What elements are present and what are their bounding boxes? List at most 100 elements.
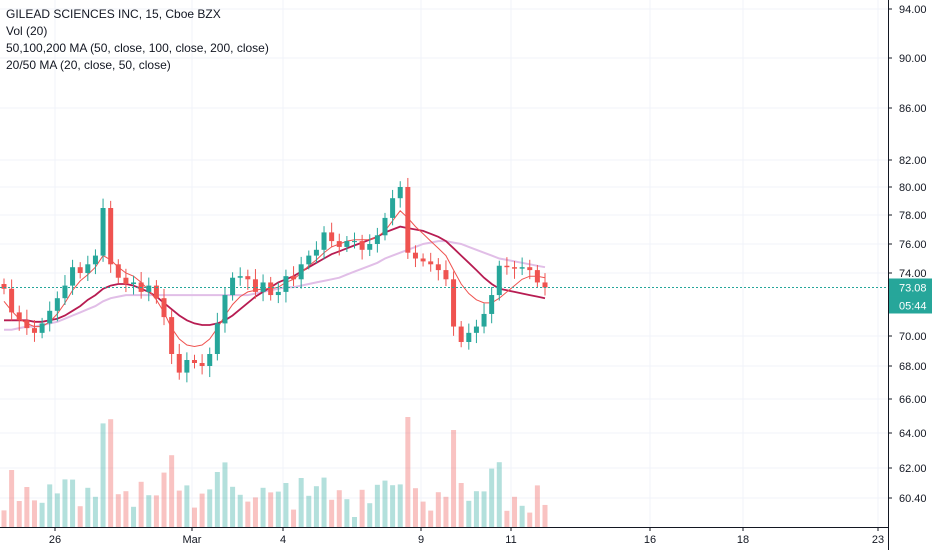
volume-bar: [443, 496, 449, 527]
volume-bar: [138, 481, 144, 527]
candle-body: [115, 264, 121, 278]
candle-body: [54, 298, 60, 311]
candle-body: [352, 241, 358, 243]
x-tick-label: 9: [418, 534, 424, 546]
candle-body: [321, 232, 327, 250]
countdown-label: 05:44: [899, 300, 927, 312]
countdown-badge: [889, 296, 932, 314]
x-tick-label: 23: [872, 534, 884, 546]
candle-body: [47, 310, 53, 324]
x-tick-label: 16: [644, 534, 656, 546]
volume-bar: [519, 505, 525, 527]
volume-bar: [329, 499, 335, 527]
volume-bar: [435, 492, 441, 527]
x-tick-label: 18: [737, 534, 749, 546]
candle-body: [359, 241, 365, 250]
volume-bar: [108, 419, 114, 527]
candle-body: [70, 267, 76, 286]
candle-body: [100, 208, 106, 256]
candle-body: [275, 291, 281, 296]
candle-body: [176, 354, 182, 373]
candle-body: [245, 276, 251, 280]
candle-body: [291, 276, 297, 280]
volume-bar: [291, 509, 297, 527]
volume-bar: [146, 495, 152, 527]
volume-bar: [245, 501, 251, 527]
candle-body: [16, 312, 22, 321]
y-tick-label: 64.00: [899, 428, 927, 440]
candle-body: [62, 285, 68, 299]
volume-bar: [420, 501, 426, 527]
candle-body: [481, 313, 487, 327]
volume-bar: [169, 455, 175, 527]
volume-bar: [268, 492, 274, 527]
candle-body: [268, 282, 274, 296]
candle-body: [405, 187, 411, 253]
candle-body: [92, 255, 98, 265]
volume-bar: [275, 491, 281, 527]
volume-bar: [306, 495, 312, 527]
volume-bar: [451, 430, 457, 527]
volume-bar: [191, 507, 197, 527]
volume-bar: [374, 484, 380, 527]
volume-bar: [458, 483, 464, 527]
candle-body: [283, 276, 289, 292]
candle-body: [313, 249, 319, 256]
candle-body: [496, 265, 502, 296]
volume-bar: [100, 423, 106, 527]
volume-bar: [230, 486, 236, 527]
volume-bar: [115, 494, 121, 527]
volume-bar: [54, 493, 60, 527]
candle-body: [230, 277, 236, 296]
ma-line-ma-20: [3, 210, 546, 348]
volume-bar: [207, 489, 213, 527]
candle-body: [24, 320, 30, 329]
candle-body: [9, 288, 15, 313]
candle-body: [534, 270, 540, 283]
candle-body: [519, 267, 525, 269]
volume-bar: [405, 417, 411, 527]
candle-body: [306, 255, 312, 265]
candle-body: [77, 267, 83, 273]
candle-body: [397, 187, 403, 199]
candle-body: [131, 282, 137, 285]
candle-body: [382, 217, 388, 236]
y-tick-label: 90.00: [899, 53, 927, 65]
candle-body: [412, 252, 418, 259]
volume-bar: [222, 462, 228, 527]
candle-body: [184, 360, 190, 373]
indicator-ma-20-50: 20/50 MA (20, close, 50, close): [6, 58, 171, 72]
volume-bar: [344, 499, 350, 527]
volume-bar: [184, 485, 190, 527]
volume-bar: [428, 510, 434, 527]
y-tick-label: 94.00: [899, 4, 927, 16]
candle-body: [153, 285, 159, 299]
y-tick-label: 78.00: [899, 210, 927, 222]
candle-body: [336, 241, 342, 247]
volume-bar: [47, 484, 53, 527]
candle-body: [374, 235, 380, 244]
x-tick-label: Mar: [183, 534, 202, 546]
volume-bar: [214, 472, 220, 527]
candle-body: [504, 265, 510, 268]
candle-body: [214, 323, 220, 354]
volume-bar: [313, 486, 319, 527]
volume-bar: [481, 491, 487, 527]
volume-bar: [161, 472, 167, 527]
candle-body: [298, 264, 304, 280]
volume-bar: [153, 495, 159, 527]
volume-bar: [534, 485, 540, 527]
indicator-volume: Vol (20): [6, 24, 48, 38]
volume-bar: [283, 483, 289, 527]
volume-bar: [39, 502, 45, 527]
volume-bar: [298, 478, 304, 527]
candle-body: [390, 198, 396, 218]
candle-body: [435, 264, 441, 271]
candle-body: [207, 354, 213, 366]
volume-bar: [70, 479, 76, 527]
volume-bar: [131, 506, 137, 527]
y-tick-label: 74.00: [899, 268, 927, 280]
y-tick-label: 66.00: [899, 394, 927, 406]
y-tick-label: 70.00: [899, 331, 927, 343]
